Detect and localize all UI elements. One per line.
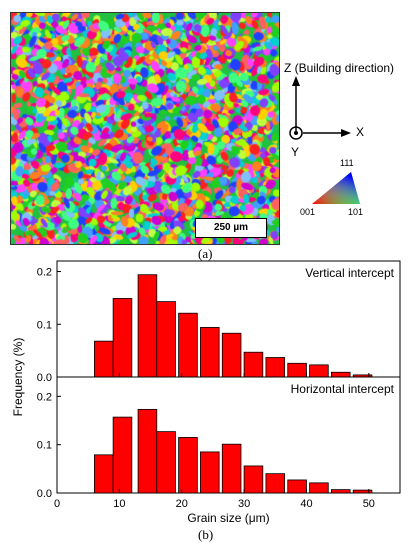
- histogram-bar: [200, 327, 220, 378]
- histogram-bar: [112, 298, 133, 378]
- ipf-label-101: 101: [348, 207, 364, 217]
- histogram-bar: [178, 312, 198, 378]
- ipf-label-001: 001: [300, 207, 316, 217]
- y-tick-label: 0.1: [37, 319, 52, 331]
- y-tick-label: 0.2: [37, 267, 52, 279]
- grain-map-image: [11, 13, 279, 244]
- y-tick-label: 0.2: [37, 391, 52, 403]
- x-arrow-head: [341, 129, 351, 137]
- y-axis-dot-icon: [294, 131, 298, 135]
- ipf-triangle-overlay: [312, 172, 360, 204]
- histogram-bar: [221, 332, 242, 378]
- x-axis-label: X: [356, 125, 365, 139]
- histogram-bar: [200, 451, 220, 494]
- y-axis-title: Frequency (%): [11, 338, 25, 417]
- histogram-bar: [309, 364, 329, 378]
- histogram-bar: [265, 473, 286, 494]
- caption-a: (a): [198, 246, 213, 261]
- z-arrow-head: [292, 76, 300, 86]
- x-axis-title: Grain size (μm): [187, 511, 269, 525]
- histogram-bar: [137, 408, 158, 494]
- histogram-bar: [94, 454, 114, 494]
- histogram-bar: [330, 489, 351, 494]
- histogram-bar: [352, 489, 373, 494]
- histogram-bar: [156, 431, 176, 494]
- panel-annotation: Vertical intercept: [305, 266, 394, 280]
- histogram-bar: [112, 416, 133, 494]
- ipf-label-111: 111: [340, 158, 354, 168]
- x-tick-label: 0: [54, 498, 60, 510]
- x-tick-label: 20: [176, 498, 188, 510]
- panel-annotation: Horizontal intercept: [291, 382, 395, 396]
- ebsd-grain-map: [10, 12, 280, 245]
- histogram-bar: [156, 301, 176, 378]
- histogram-bar: [178, 437, 198, 494]
- x-tick-label: 30: [238, 498, 250, 510]
- histogram-bar: [137, 274, 158, 378]
- histogram-bar: [221, 443, 242, 494]
- coordinate-axes: [289, 76, 360, 204]
- histogram-bar: [309, 482, 329, 494]
- caption-b: (b): [198, 527, 214, 542]
- histogram-bar: [94, 340, 114, 378]
- x-tick-label: 50: [363, 498, 375, 510]
- histogram-bar: [243, 351, 264, 378]
- histogram-bar: [287, 479, 307, 494]
- y-tick-label: 0.0: [37, 488, 52, 500]
- z-axis-label: Z (Building direction): [284, 61, 395, 75]
- scale-bar-label: 250 µm: [195, 218, 267, 238]
- x-tick-label: 40: [300, 498, 312, 510]
- y-tick-label: 0.1: [37, 440, 52, 452]
- y-axis-label: Y: [291, 145, 300, 159]
- histogram-bar: [265, 357, 286, 378]
- x-tick-label: 10: [113, 498, 125, 510]
- histogram-bar: [243, 465, 264, 494]
- histogram-bar: [287, 362, 307, 378]
- y-tick-label: 0.0: [37, 372, 52, 384]
- histogram-bar: [330, 371, 351, 378]
- y-axis-circle-icon: [289, 126, 303, 140]
